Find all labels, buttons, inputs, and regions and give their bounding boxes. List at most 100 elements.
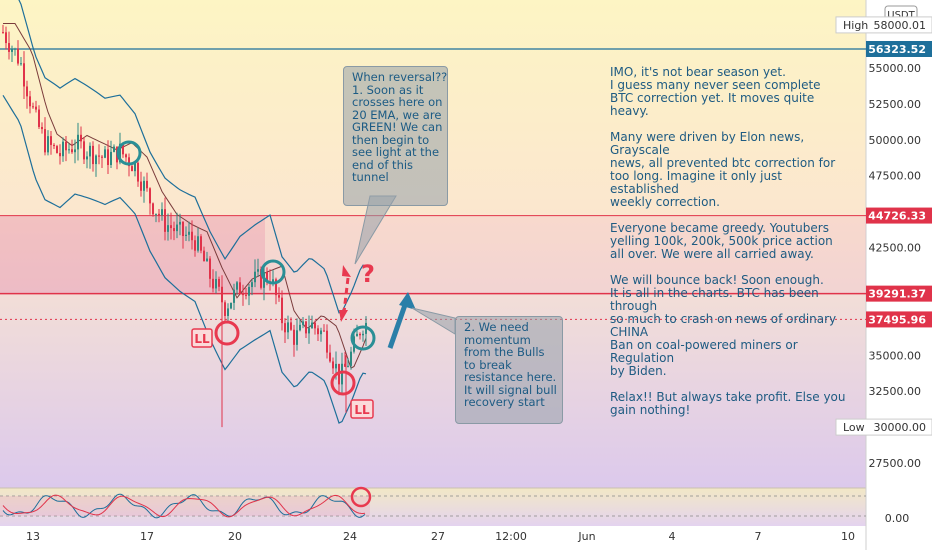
y-tick-label: 50000.00	[869, 134, 922, 147]
candle	[203, 246, 205, 262]
bollinger-upper	[18, 0, 367, 314]
candle	[56, 144, 58, 154]
note-main-line: Many were driven by Elon news,	[610, 130, 805, 144]
candle	[326, 324, 328, 359]
candle	[233, 283, 235, 311]
price-label-prefix: Low	[843, 421, 865, 434]
note-main-line: all over. We were all carried away.	[610, 247, 814, 261]
candle	[206, 251, 208, 262]
candle	[104, 145, 106, 159]
price-label-value: 37495.96	[868, 313, 926, 326]
x-tick-label: 7	[755, 530, 762, 543]
note-main-line: yelling 100k, 200k, 500k price action	[610, 234, 833, 248]
candle	[209, 256, 211, 288]
x-tick-label: 10	[841, 530, 855, 543]
red-circle-1	[214, 320, 240, 346]
note-main-line: Regulation	[610, 351, 675, 365]
bubble2-line: recovery start	[464, 395, 545, 409]
candle	[35, 100, 37, 113]
bubble1-line: 1. Soon as it	[352, 82, 424, 97]
candle	[83, 137, 85, 164]
price-label-value: 30000.00	[874, 421, 927, 434]
candle	[41, 122, 43, 134]
main-commentary: IMO, it's not bear season yet. I guess ma…	[610, 66, 846, 417]
bubble1-line: crosses here on	[352, 95, 443, 109]
candle	[107, 140, 109, 175]
candle	[62, 137, 64, 162]
price-label-prefix: High	[843, 19, 868, 32]
candle	[230, 302, 232, 310]
candle	[323, 324, 325, 332]
candle	[29, 90, 31, 114]
candle	[251, 279, 253, 296]
candle	[158, 208, 160, 223]
ll-label-2: LL	[350, 399, 374, 419]
candle	[359, 332, 361, 340]
candle	[92, 141, 94, 172]
y-tick-label: 35000.00	[869, 349, 922, 362]
y-tick-label: 27500.00	[869, 457, 922, 470]
candle	[239, 277, 241, 295]
candle	[152, 202, 154, 217]
candle	[332, 357, 334, 374]
price-label-value: 58000.01	[874, 19, 927, 32]
candle	[344, 351, 346, 367]
x-tick-label: 13	[26, 530, 40, 543]
candle	[26, 80, 28, 109]
note-main-line: Ban on coal-powered miners or	[610, 338, 798, 352]
price-label-value: 56323.52	[868, 43, 926, 56]
candle	[311, 315, 313, 329]
candle	[287, 315, 289, 340]
oscillator-background	[0, 488, 866, 526]
candle	[302, 316, 304, 329]
y-tick-label: 42500.00	[869, 242, 922, 255]
candle	[74, 139, 76, 164]
candle	[194, 235, 196, 257]
teal-circle-3	[350, 325, 376, 351]
ll-label-2-text: LL	[354, 403, 370, 417]
note-main-line: We will bounce back! Soon enough.	[610, 273, 824, 287]
bubble2-line: 2. We need	[464, 320, 529, 334]
teal-circle-1	[116, 140, 142, 166]
candle	[53, 143, 55, 149]
candle	[329, 344, 331, 363]
bubble2-line: momentum	[464, 332, 531, 347]
candle	[20, 56, 22, 66]
candle	[176, 212, 178, 239]
note-main-line: It is all in the charts. BTC has been	[610, 286, 819, 300]
candle	[182, 220, 184, 249]
x-tick-label: 17	[140, 530, 154, 543]
candle	[65, 136, 67, 162]
candle	[161, 202, 163, 221]
bubble1-line: GREEN! We can	[352, 120, 443, 134]
teal-circle-2	[260, 259, 286, 285]
note-main-line: Relax!! But always take profit. Else you	[610, 390, 846, 404]
x-tick-label: 27	[431, 530, 445, 543]
note-main-line: gain nothing!	[610, 403, 691, 417]
candle	[350, 346, 352, 370]
price-label-l39291: 39291.37	[866, 285, 932, 302]
candle	[227, 303, 229, 323]
bubble1-line: 20 EMA, we are	[352, 107, 442, 122]
candle	[320, 327, 322, 342]
candle	[5, 26, 7, 50]
stoch-d	[2, 494, 366, 518]
candle	[179, 213, 181, 236]
candle	[14, 47, 16, 56]
candle	[281, 290, 283, 331]
ll-label-1-text: LL	[194, 332, 210, 346]
note-main-line: Everyone became greedy. Youtubers	[610, 221, 829, 235]
note-main-line: established	[610, 182, 679, 196]
price-label-l56323: 56323.52	[866, 40, 932, 57]
candle	[200, 234, 202, 254]
candle	[224, 300, 226, 323]
candle	[164, 197, 166, 241]
stoch-k	[2, 493, 366, 519]
candle	[257, 258, 259, 278]
candle	[170, 212, 172, 240]
bubble1-line: see light at the	[352, 145, 440, 159]
osc-tick-label: 0.00	[885, 512, 910, 525]
y-tick-label: 55000.00	[869, 62, 922, 75]
note-main-line: so much to crash on news of ordinary	[610, 312, 837, 326]
candle	[146, 172, 148, 192]
